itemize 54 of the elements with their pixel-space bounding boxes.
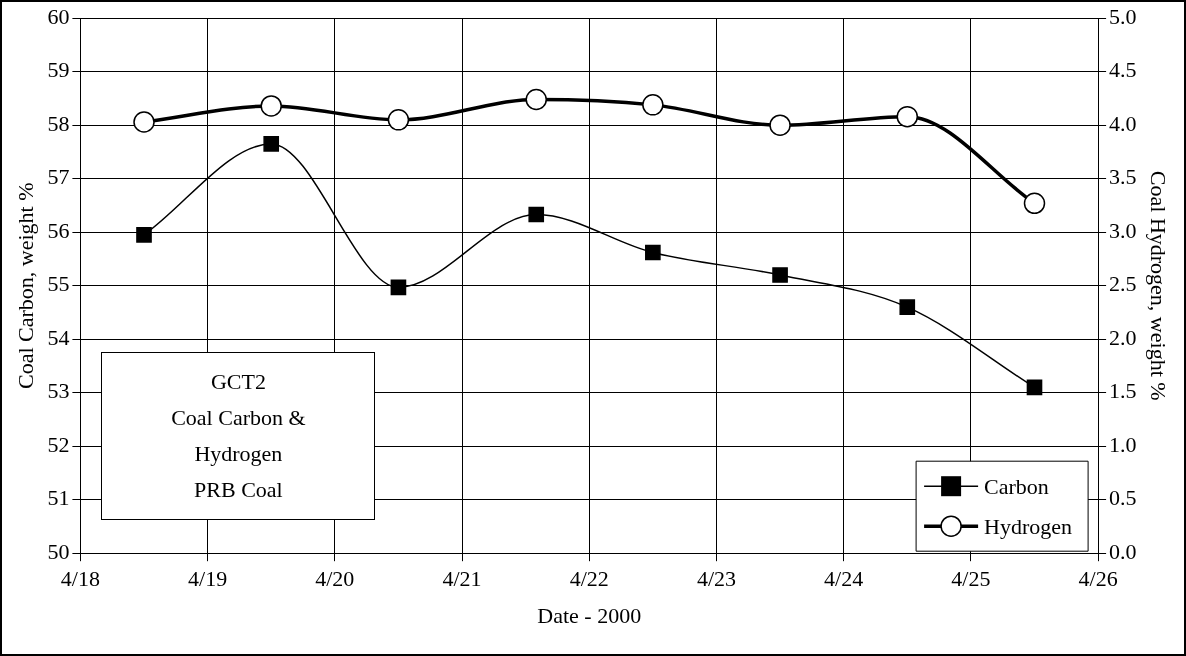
x-tick-label: 4/23 bbox=[696, 566, 737, 592]
point bbox=[642, 94, 664, 116]
point bbox=[260, 95, 282, 117]
point bbox=[772, 267, 788, 283]
point bbox=[263, 136, 280, 152]
x-tick-label: 4/20 bbox=[315, 566, 355, 592]
y-tick-label: 55 bbox=[47, 271, 70, 297]
y2-tick-label: 3.0 bbox=[1109, 217, 1137, 243]
y-tick-label: 53 bbox=[47, 378, 70, 404]
x-tick-label: 4/22 bbox=[569, 566, 609, 592]
x-tick-label: 4/19 bbox=[188, 566, 228, 592]
y2-tick-label: 4.5 bbox=[1109, 57, 1137, 83]
x-tick-label: 4/26 bbox=[1078, 566, 1118, 592]
legend-label: Hydrogen bbox=[984, 513, 1073, 539]
y2-tick-label: 5.0 bbox=[1109, 3, 1137, 29]
point bbox=[769, 114, 791, 136]
point bbox=[387, 109, 410, 131]
point bbox=[528, 206, 545, 223]
y-axis-title: Coal Carbon, weight % bbox=[12, 182, 38, 389]
y-tick-label: 59 bbox=[47, 57, 70, 83]
point bbox=[896, 105, 919, 128]
x-tick-label: 4/18 bbox=[60, 566, 100, 592]
y2-tick-label: 0.5 bbox=[1109, 485, 1137, 511]
y2-axis-title: Coal Hydrogen, weight % bbox=[1146, 170, 1172, 401]
y-tick-label: 57 bbox=[47, 164, 70, 190]
point bbox=[1023, 192, 1046, 215]
y-tick-label: 56 bbox=[47, 217, 70, 243]
y2-tick-label: 0.0 bbox=[1109, 538, 1137, 564]
y2-tick-label: 2.0 bbox=[1109, 324, 1137, 350]
y2-tick-label: 4.0 bbox=[1109, 110, 1137, 136]
point bbox=[136, 227, 152, 243]
x-tick-label: 4/24 bbox=[824, 566, 864, 592]
point bbox=[899, 299, 916, 315]
y-tick-label: 50 bbox=[47, 538, 70, 564]
annotation: GCT2 Coal Carbon & Hydrogen PRB Coal bbox=[171, 368, 306, 505]
x-axis-title: Date - 2000 bbox=[537, 602, 642, 628]
y2-tick-label: 3.5 bbox=[1109, 164, 1137, 190]
y2-tick-label: 1.5 bbox=[1109, 378, 1137, 404]
note-box: GCT2 Coal Carbon & Hydrogen PRB Coal bbox=[101, 352, 376, 521]
y2-tick-label: 1.0 bbox=[1109, 431, 1137, 457]
point bbox=[1026, 379, 1043, 396]
y-tick-label: 60 bbox=[47, 3, 70, 29]
x-tick-label: 4/21 bbox=[442, 566, 482, 592]
point bbox=[133, 111, 155, 133]
point bbox=[645, 244, 661, 261]
point bbox=[525, 88, 547, 111]
legend-label: Carbon bbox=[984, 473, 1049, 499]
y2-tick-label: 2.5 bbox=[1109, 271, 1137, 297]
y-tick-label: 51 bbox=[47, 485, 70, 511]
y-tick-label: 54 bbox=[47, 324, 70, 350]
x-tick-label: 4/25 bbox=[951, 566, 991, 592]
y-tick-label: 52 bbox=[47, 431, 70, 457]
point bbox=[390, 279, 407, 296]
y-tick-label: 58 bbox=[47, 110, 70, 136]
